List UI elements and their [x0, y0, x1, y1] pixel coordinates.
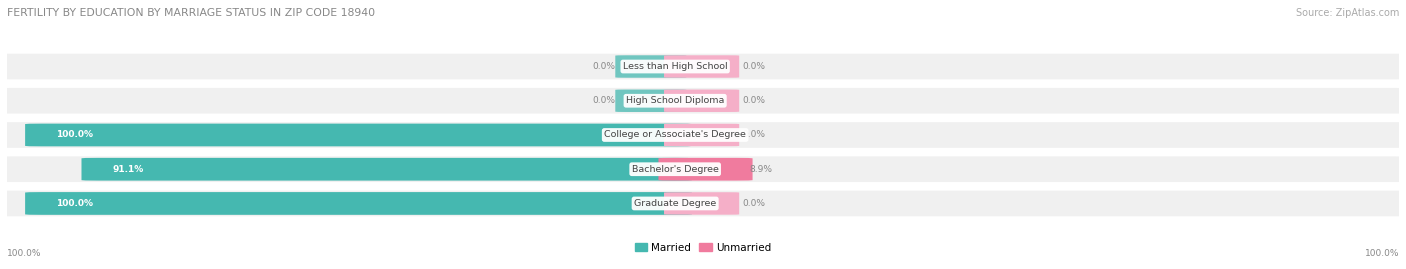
Text: 91.1%: 91.1% [112, 165, 143, 174]
Text: 100.0%: 100.0% [1364, 249, 1399, 258]
Text: Graduate Degree: Graduate Degree [634, 199, 716, 208]
FancyBboxPatch shape [0, 156, 1406, 182]
Text: 0.0%: 0.0% [592, 96, 616, 105]
Text: 0.0%: 0.0% [742, 130, 765, 140]
Text: 0.0%: 0.0% [742, 62, 765, 71]
Text: 0.0%: 0.0% [742, 96, 765, 105]
Text: 0.0%: 0.0% [742, 199, 765, 208]
Text: 100.0%: 100.0% [56, 199, 93, 208]
Text: College or Associate's Degree: College or Associate's Degree [605, 130, 747, 140]
Text: 100.0%: 100.0% [7, 249, 42, 258]
FancyBboxPatch shape [616, 55, 686, 78]
Text: FERTILITY BY EDUCATION BY MARRIAGE STATUS IN ZIP CODE 18940: FERTILITY BY EDUCATION BY MARRIAGE STATU… [7, 8, 375, 18]
FancyBboxPatch shape [0, 88, 1406, 114]
FancyBboxPatch shape [0, 54, 1406, 79]
Text: 8.9%: 8.9% [749, 165, 773, 174]
FancyBboxPatch shape [0, 191, 1406, 216]
FancyBboxPatch shape [616, 90, 686, 112]
FancyBboxPatch shape [664, 124, 740, 146]
FancyBboxPatch shape [658, 158, 752, 180]
FancyBboxPatch shape [0, 122, 1406, 148]
FancyBboxPatch shape [82, 158, 692, 180]
FancyBboxPatch shape [25, 124, 692, 146]
FancyBboxPatch shape [25, 192, 692, 215]
FancyBboxPatch shape [664, 192, 740, 215]
FancyBboxPatch shape [664, 55, 740, 78]
Text: Source: ZipAtlas.com: Source: ZipAtlas.com [1295, 8, 1399, 18]
Text: High School Diploma: High School Diploma [626, 96, 724, 105]
Legend: Married, Unmarried: Married, Unmarried [630, 238, 776, 257]
FancyBboxPatch shape [664, 90, 740, 112]
Text: 100.0%: 100.0% [56, 130, 93, 140]
Text: Less than High School: Less than High School [623, 62, 727, 71]
Text: Bachelor's Degree: Bachelor's Degree [631, 165, 718, 174]
Text: 0.0%: 0.0% [592, 62, 616, 71]
